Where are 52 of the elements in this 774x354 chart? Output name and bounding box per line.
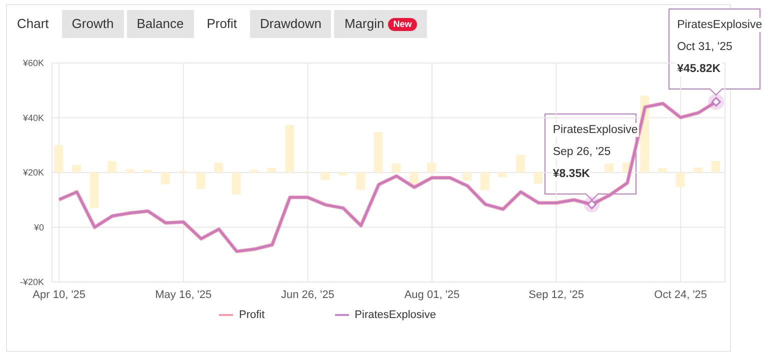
bar [160, 172, 170, 184]
x-tick-label: May 16, '25 [155, 288, 212, 301]
x-tick-label: Oct 24, '25 [654, 288, 708, 301]
x-tick-label: Aug 01, '25 [404, 288, 460, 301]
legend-label: Profit [238, 308, 265, 321]
text: Growth [72, 15, 114, 33]
bar [498, 172, 508, 178]
legend-label: PiratesExplosive [354, 308, 436, 321]
bar [356, 172, 366, 190]
bar [214, 162, 224, 172]
bar [338, 172, 348, 176]
annotation: PiratesExplosive Sep 26, '25 ¥8.35K [552, 122, 639, 181]
y-tick-label: -¥20K [20, 277, 44, 288]
bar [427, 162, 436, 172]
text: New [388, 18, 417, 30]
y-tick-label: ¥60K [22, 58, 44, 68]
bar [267, 168, 276, 172]
bar [374, 132, 383, 172]
bar [232, 172, 241, 194]
x-tick-label: Sep 12, '25 [528, 288, 584, 301]
bar [125, 169, 134, 172]
bar [534, 172, 543, 184]
x-tick-label: Apr 10, '25 [32, 288, 86, 301]
bar [658, 168, 667, 172]
bar [604, 163, 614, 172]
y-tick-label: ¥20K [22, 168, 44, 178]
bar [516, 154, 525, 172]
text: Drawdown [260, 15, 322, 33]
text: Balance [136, 15, 184, 33]
bar [285, 124, 294, 172]
bar [90, 172, 99, 208]
bar [320, 172, 330, 180]
bar [72, 164, 81, 172]
y-tick-label: ¥40K [22, 112, 44, 123]
text: Margin [344, 15, 384, 33]
bar [462, 172, 472, 180]
bar [676, 172, 685, 188]
bar [409, 172, 418, 185]
annotation: PiratesExplosive Oct 31, '25 ¥45.82K [676, 18, 764, 76]
bar [196, 172, 206, 189]
x-tick-label: Jun 26, '25 [280, 288, 334, 301]
bar [54, 145, 64, 172]
bar [711, 161, 720, 172]
y-tick-label: ¥0 [32, 222, 44, 232]
bar [107, 161, 116, 172]
bar [392, 163, 401, 172]
bar [250, 170, 259, 172]
bar [143, 170, 152, 172]
text: Profit [206, 15, 238, 33]
text: Chart [17, 15, 49, 33]
bar [480, 172, 490, 190]
bar [693, 168, 702, 172]
